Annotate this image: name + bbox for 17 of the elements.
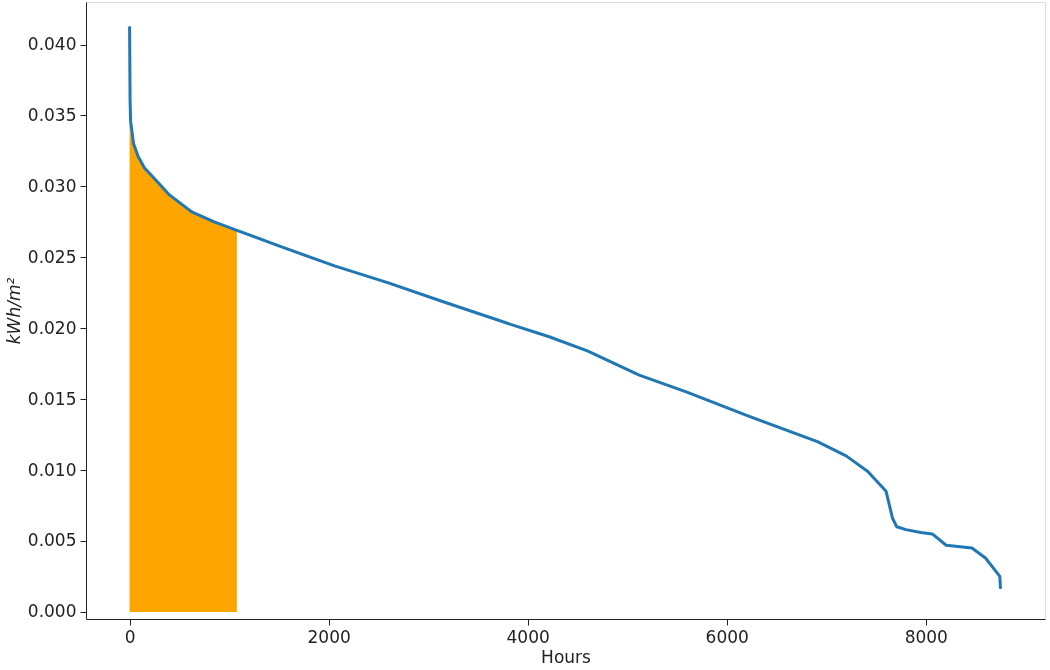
y-tick-label: 0.040 [27, 34, 77, 55]
y-tick-label: 0.010 [27, 459, 77, 480]
y-tick-label: 0.000 [27, 601, 77, 622]
x-axis-title: Hours [541, 646, 592, 667]
y-tick-label: 0.005 [27, 530, 77, 551]
y-axis-title: kWh/m² [3, 277, 24, 345]
y-tick-label: 0.030 [27, 175, 77, 196]
y-tick-label: 0.020 [27, 317, 77, 338]
y-tick-label: 0.035 [27, 104, 77, 125]
line-series [128, 26, 1002, 590]
y-tick-label: 0.025 [27, 246, 77, 267]
y-tick-label: 0.015 [27, 388, 77, 409]
x-tick-label: 2000 [307, 626, 351, 647]
x-tick-label: 6000 [705, 626, 749, 647]
x-tick-label: 8000 [904, 626, 948, 647]
x-tick-label: 0 [124, 626, 136, 647]
x-tick-label: 4000 [506, 626, 550, 647]
